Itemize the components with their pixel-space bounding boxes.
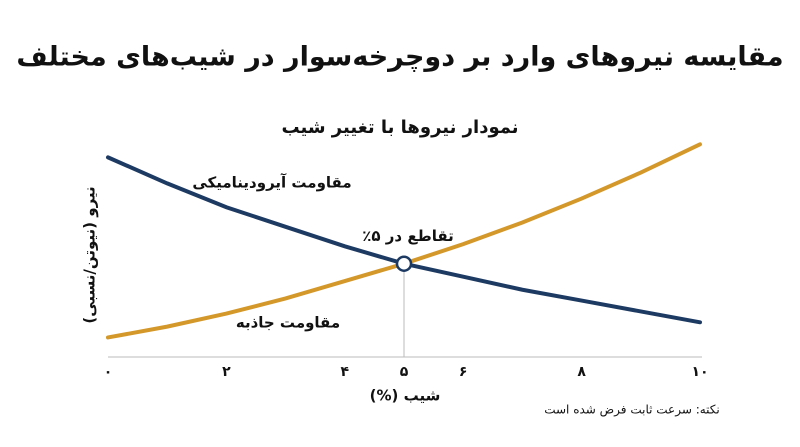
intersection-point <box>395 255 413 272</box>
chart-title: مقایسه نیروهای وارد بر دوچرخه‌سوار در شی… <box>16 42 783 73</box>
y-axis-label: نیرو (نیوتن/نسبی) <box>81 186 99 323</box>
note: نکته: سرعت ثابت فرض شده است <box>544 403 720 418</box>
x-tick-label: ۸ <box>577 364 586 380</box>
x-tick-label: ۴ <box>341 364 350 380</box>
series-label: مقاومت جاذبه <box>236 314 340 332</box>
series-label: مقاومت آیرودینامیکی <box>192 174 351 192</box>
x-tick-label: ۱۰ <box>691 364 708 380</box>
x-tick-label: ۲ <box>222 364 231 380</box>
chart-subtitle: نمودار نیروها با تغییر شیب <box>281 117 518 138</box>
intersection-label: تقاطع در ۵٪ <box>362 227 454 245</box>
x-axis-label: شیب (%) <box>370 387 441 405</box>
x-tick-label: ۶ <box>459 364 468 380</box>
x-tick-label: ۵ <box>400 364 409 380</box>
x-tick-label: ۰ <box>104 364 113 380</box>
